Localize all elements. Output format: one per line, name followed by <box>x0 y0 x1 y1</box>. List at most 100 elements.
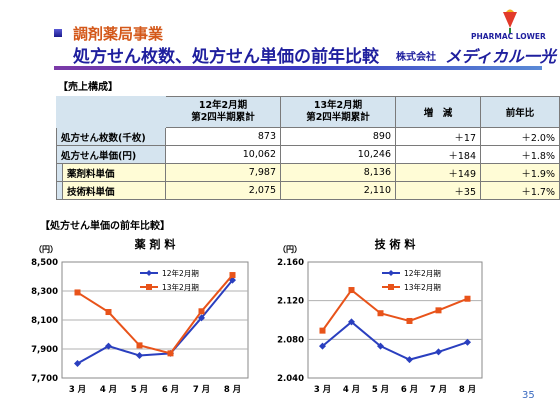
header-divider <box>54 66 542 70</box>
data-point <box>464 295 471 302</box>
cell-prev: 2,075 <box>165 181 281 200</box>
data-point <box>74 289 81 296</box>
cell-prev: 873 <box>165 127 281 146</box>
cell-ratio: ＋1.7% <box>480 181 560 200</box>
col-header-diff: 増 減 <box>395 96 481 128</box>
data-point <box>136 352 143 360</box>
table-corner <box>56 96 166 128</box>
legend-label: 13年2月期 <box>404 282 441 292</box>
company-name: メディカル一光 <box>445 47 556 66</box>
legend-marker <box>146 270 152 276</box>
y-tick-label: 2.040 <box>277 374 304 384</box>
series-line-0 <box>321 320 468 361</box>
x-tick-label: 4 月 <box>100 385 117 395</box>
chart-title: 薬 剤 料 <box>135 237 176 251</box>
data-point <box>319 342 326 350</box>
cell-prev: 7,987 <box>165 163 281 182</box>
col-header-prev: 12年2月期 第2四半期累計 <box>165 96 281 128</box>
legend-label: 12年2月期 <box>404 268 441 278</box>
table-row: 技術料単価 2,075 2,110 ＋35 ＋1.7% <box>56 181 560 200</box>
data-point <box>348 287 355 294</box>
y-tick-label: 2.120 <box>277 297 304 307</box>
sales-composition-table: 12年2月期 第2四半期累計 13年2月期 第2四半期累計 増 減 前年比 処方… <box>56 96 560 200</box>
data-point <box>198 308 205 315</box>
y-tick-label: 7,700 <box>31 374 58 384</box>
cell-diff: ＋184 <box>395 145 481 164</box>
y-tick-label: 7,900 <box>31 345 58 355</box>
logo-flower-icon <box>503 12 517 28</box>
data-point <box>198 314 205 322</box>
data-point <box>406 356 413 364</box>
series-line-1 <box>76 274 234 355</box>
legend-marker <box>146 284 152 290</box>
summary-heading: 【売上構成】 <box>58 82 118 93</box>
data-point <box>136 342 143 349</box>
cell-ratio: ＋2.0% <box>480 127 560 146</box>
table-row: 薬剤料単価 7,987 8,136 ＋149 ＋1.9% <box>56 163 560 182</box>
x-tick-label: 7 月 <box>193 385 210 395</box>
cell-curr: 8,136 <box>280 163 396 182</box>
y-tick-label: 8,300 <box>31 287 58 297</box>
chart-title: 技 術 料 <box>375 237 416 251</box>
table-header-row: 12年2月期 第2四半期累計 13年2月期 第2四半期累計 増 減 前年比 <box>56 96 560 128</box>
x-tick-label: 8 月 <box>459 385 476 395</box>
y-unit-label: （円） <box>34 244 58 254</box>
series-line-0 <box>77 279 234 365</box>
comparison-heading: 【処方せん単価の前年比較】 <box>40 221 170 232</box>
col-header-ratio: 前年比 <box>480 96 560 128</box>
cell-prev: 10,062 <box>165 145 281 164</box>
company-prefix: 株式会社 <box>396 52 436 63</box>
x-tick-label: 5 月 <box>372 385 389 395</box>
y-tick-label: 2.160 <box>277 258 304 268</box>
page-title: 処方せん枚数、処方せん単価の前年比較 <box>73 47 379 67</box>
cell-ratio: ＋1.8% <box>480 145 560 164</box>
data-point <box>319 327 326 334</box>
table-row: 処方せん単価(円) 10,062 10,246 ＋184 ＋1.8% <box>56 145 560 164</box>
y-tick-label: 8,500 <box>31 258 58 268</box>
col-header-curr: 13年2月期 第2四半期累計 <box>280 96 396 128</box>
cell-diff: ＋17 <box>395 127 481 146</box>
section-title: 調剤薬局事業 <box>73 25 164 43</box>
x-tick-label: 3 月 <box>314 385 331 395</box>
data-point <box>435 307 442 314</box>
legend-label: 13年2月期 <box>162 282 199 292</box>
legend-label: 12年2月期 <box>162 268 199 278</box>
row-label: 処方せん単価(円) <box>56 145 166 164</box>
technical-fee-chart: 技 術 料 （円） 2.160 2.120 2.080 2.040 3 月 4 月 5 月 6 月… <box>277 237 483 395</box>
y-unit-label: （円） <box>278 244 302 254</box>
x-tick-label: 7 月 <box>430 385 447 395</box>
row-label: 処方せん枚数(千枚) <box>56 127 166 146</box>
plot-area <box>307 261 483 379</box>
data-point <box>229 272 236 279</box>
x-tick-label: 3 月 <box>69 385 86 395</box>
x-tick-label: 6 月 <box>401 385 418 395</box>
legend-marker <box>388 284 394 290</box>
x-tick-label: 8 月 <box>224 385 241 395</box>
x-tick-label: 4 月 <box>343 385 360 395</box>
series-line-1 <box>321 288 468 332</box>
row-label: 薬剤料単価 <box>62 163 166 182</box>
y-tick-label: 8,100 <box>31 316 58 326</box>
data-point <box>377 342 384 350</box>
cell-diff: ＋35 <box>395 181 481 200</box>
data-point <box>348 318 355 326</box>
y-tick-label: 2.080 <box>277 335 304 345</box>
page-number: 35 <box>522 390 535 401</box>
drug-fee-chart: 薬 剤 料 （円） 8,500 8,300 8,100 7,900 7,700 3 月 4 月 5… <box>31 237 249 395</box>
cell-curr: 890 <box>280 127 396 146</box>
logo-text: PHARMAC LOWER <box>471 32 546 41</box>
cell-diff: ＋149 <box>395 163 481 182</box>
data-point <box>74 360 81 367</box>
x-tick-label: 6 月 <box>162 385 179 395</box>
cell-curr: 2,110 <box>280 181 396 200</box>
row-label: 技術料単価 <box>62 181 166 200</box>
data-point <box>105 342 112 350</box>
data-point <box>464 338 471 346</box>
data-point <box>435 348 442 356</box>
title-bullet <box>54 29 62 37</box>
data-point <box>105 309 112 316</box>
data-point <box>167 350 174 357</box>
data-point <box>406 317 413 324</box>
x-tick-label: 5 月 <box>131 385 148 395</box>
cell-curr: 10,246 <box>280 145 396 164</box>
